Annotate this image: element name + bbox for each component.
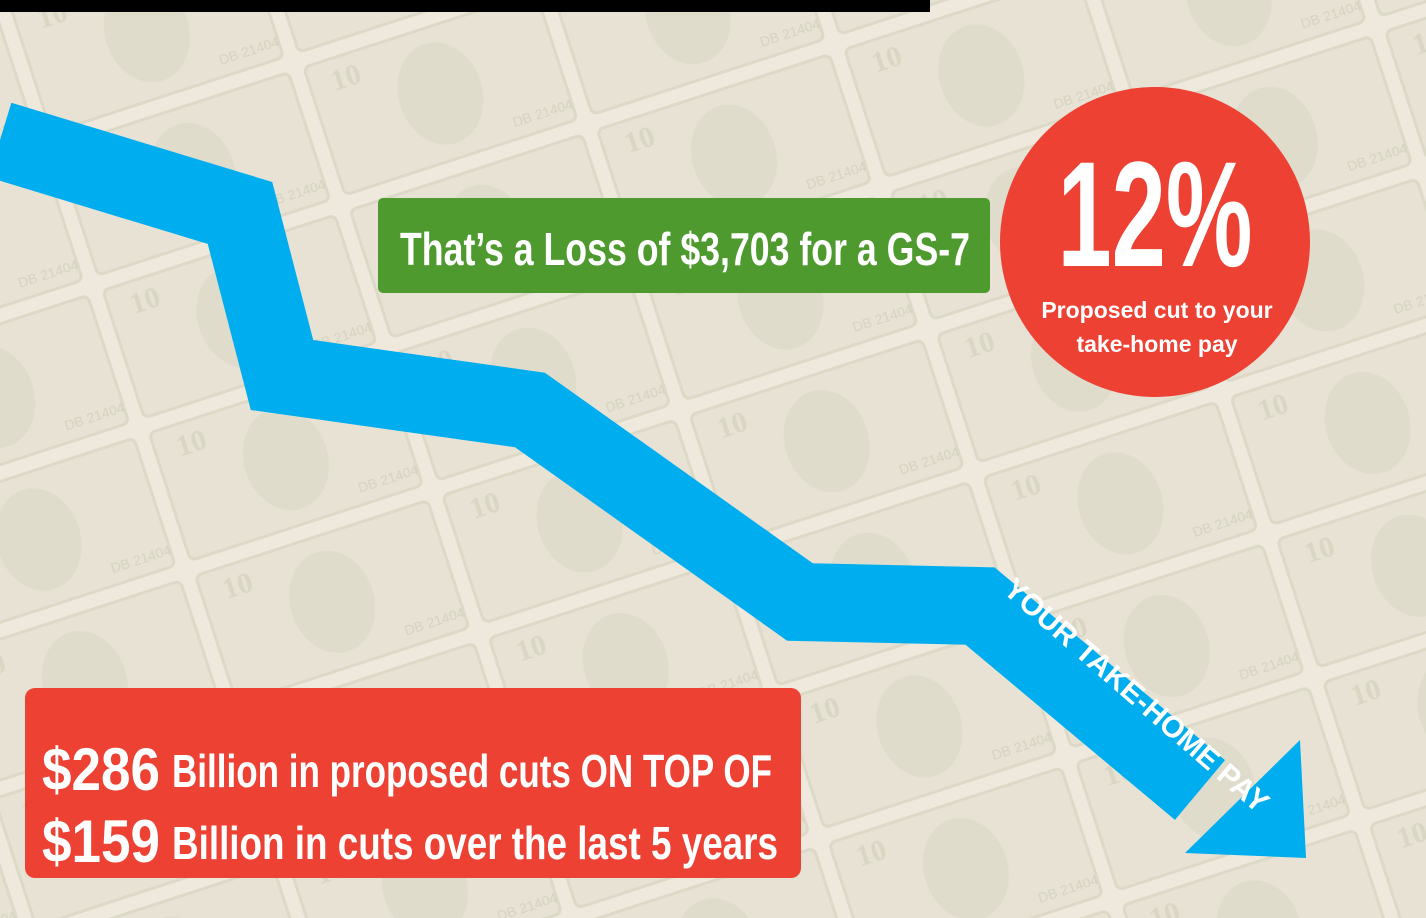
cut-text: Billion in proposed cuts ON TOP OF [172, 745, 772, 797]
loss-text: That’s a Loss of $3,703 for a GS-7 [400, 223, 970, 275]
caption-line: take-home pay [1076, 331, 1237, 357]
cut-text: Billion in cuts over the last 5 years [172, 817, 778, 869]
top-bar [0, 0, 930, 12]
trend-arrow [0, 102, 1226, 820]
arrow-head [1185, 740, 1306, 858]
percent: 12% [1058, 130, 1253, 298]
cut-amount: $159 [42, 808, 160, 875]
cuts-box [25, 688, 801, 878]
cut-amount: $286 [42, 736, 160, 803]
percent-circle [1000, 87, 1310, 397]
loss-box [378, 198, 990, 293]
caption-line: Proposed cut to your [1041, 297, 1272, 323]
